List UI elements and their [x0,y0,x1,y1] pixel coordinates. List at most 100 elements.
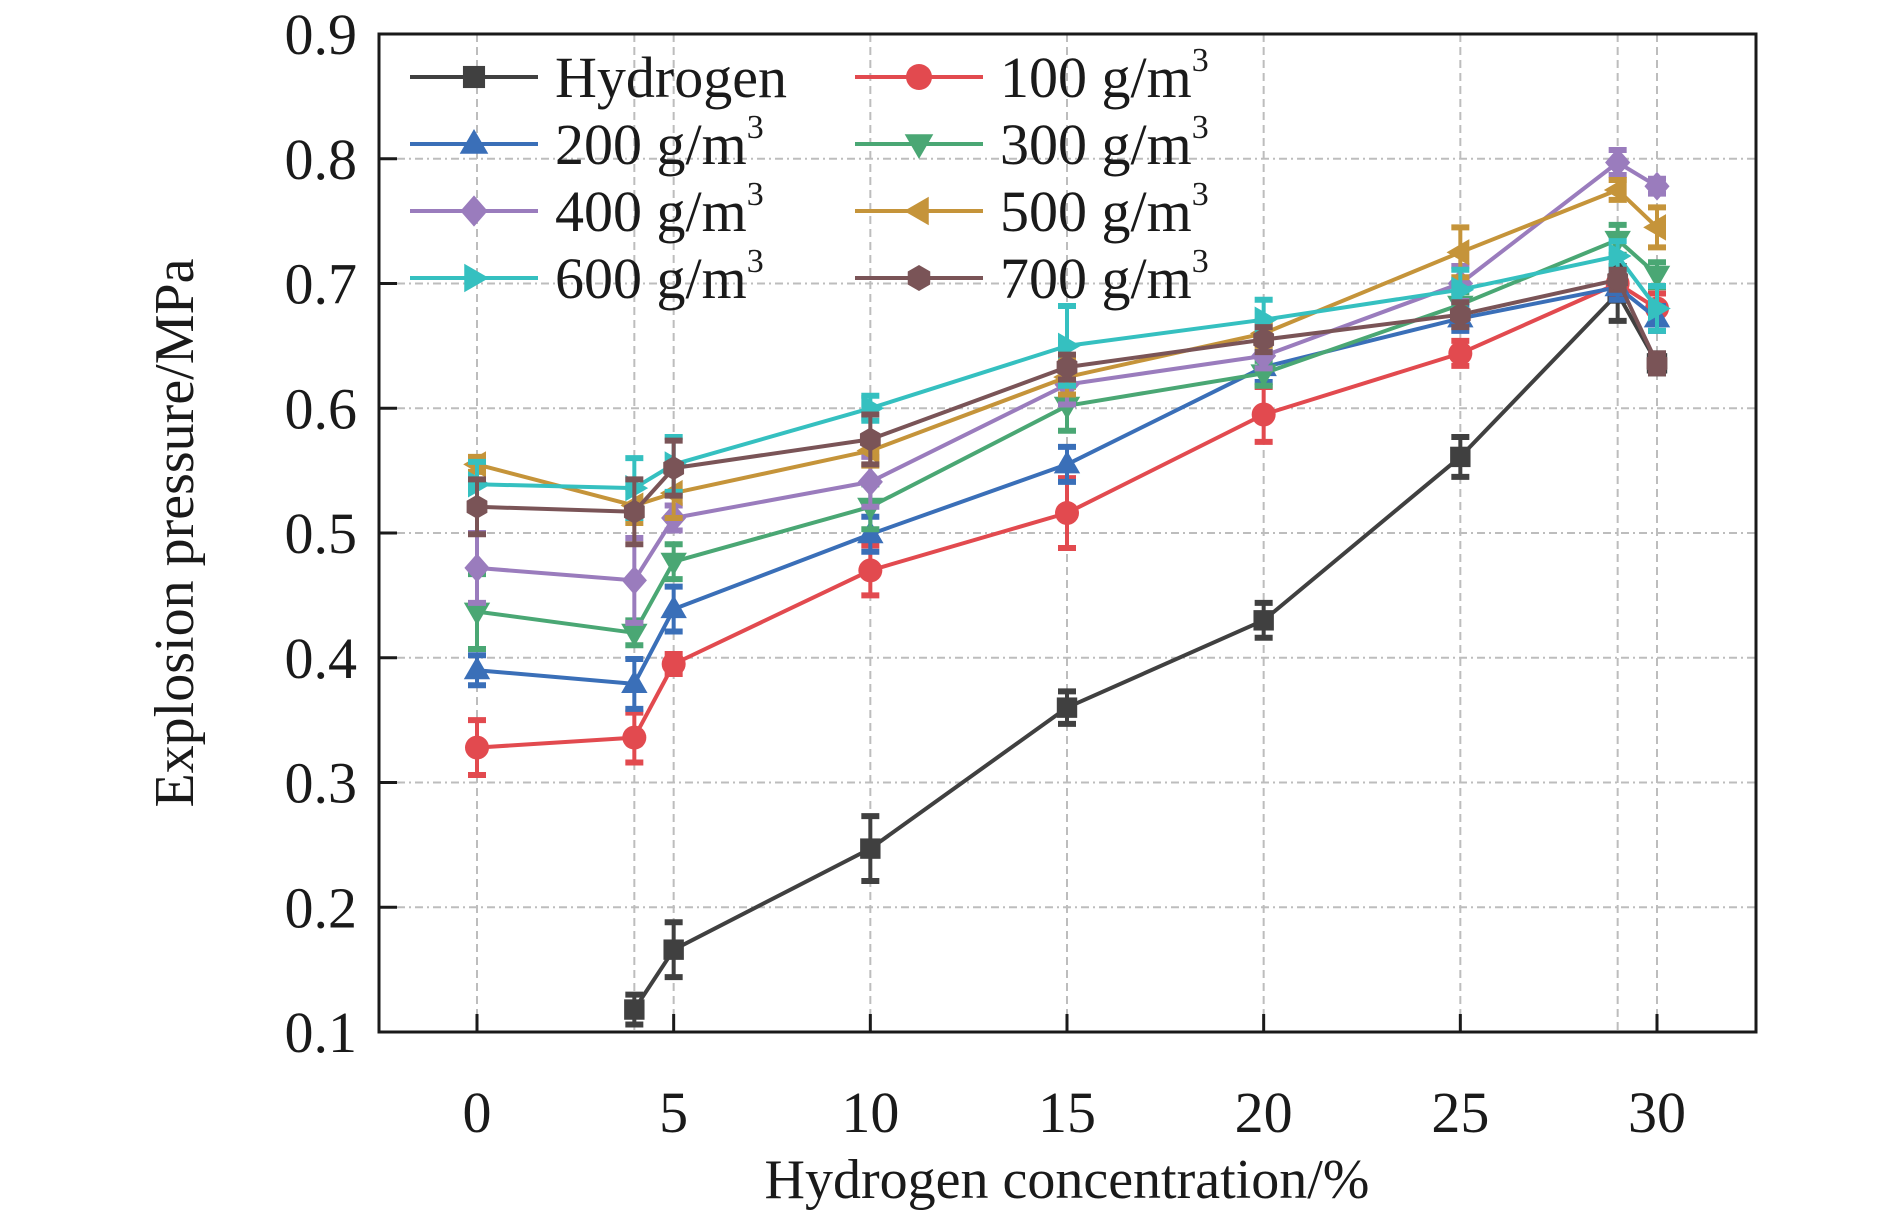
legend-item: 200 g/m3 [410,109,764,177]
data-point [857,467,883,497]
data-point [858,558,883,583]
data-point [621,566,647,595]
data-point [861,395,885,422]
data-point [1446,239,1470,266]
data-point [1608,242,1632,270]
legend-marker-icon [460,195,488,227]
legend-item: 700 g/m3 [855,243,1209,311]
data-point [860,838,881,859]
legend-label: 100 g/m3 [1000,42,1209,110]
y-tick-label: 0.1 [285,1000,358,1065]
legend-label-sup: 3 [1192,176,1209,213]
legend-item: 400 g/m3 [410,176,764,244]
legend: Hydrogen 100 g/m3 200 g/m3 300 g/m3 400 g/m3… [410,42,1209,311]
legend-marker-icon [904,134,934,159]
axes-layer [377,32,1758,1034]
y-tick-label: 0.7 [285,252,358,317]
data-point [661,651,686,676]
data-point [623,499,645,524]
data-point [464,553,490,583]
data-point [663,939,684,960]
y-tick-label: 0.4 [285,626,358,691]
data-point [1253,327,1275,352]
y-tick-label: 0.3 [285,751,358,816]
data-point [1605,148,1631,177]
data-point [1449,302,1471,327]
data-point [663,456,685,481]
legend-marker-icon [464,263,489,293]
legend-label: 400 g/m3 [555,176,764,244]
data-point [624,999,645,1020]
data-point [1643,214,1666,241]
data-point [465,735,489,760]
data-point [1251,402,1276,427]
data-point [660,552,687,576]
legend-label-sup: 3 [1192,42,1209,79]
legend-label: 300 g/m3 [1000,109,1209,177]
legend-label-sup: 3 [747,243,764,280]
data-point [1056,355,1078,380]
legend-label-sup: 3 [1192,243,1209,280]
legend-item: 500 g/m3 [855,176,1209,244]
x-tick-label: 10 [841,1080,899,1145]
x-tick-label: 20 [1235,1080,1293,1145]
x-axis-title: Hydrogen concentration/% [765,1149,1370,1211]
series-700-g-m3 [466,266,1668,548]
legend-item: 600 g/m3 [410,243,764,311]
data-point [1643,265,1671,289]
series-layer [463,147,1671,1028]
legend-marker-icon [906,64,932,90]
data-point [468,471,491,498]
legend-marker-icon [907,265,931,291]
legend-label: 500 g/m3 [1000,176,1209,244]
data-point [1053,450,1081,474]
data-point [1253,610,1274,631]
data-point [859,427,881,452]
data-point [1644,171,1670,201]
y-tick-label: 0.2 [285,875,358,940]
data-point [1646,351,1668,376]
legend-item: 100 g/m3 [855,42,1209,110]
legend-item: Hydrogen [410,45,787,110]
data-point [1648,295,1671,322]
legend-label: Hydrogen [555,45,787,110]
data-point [1448,341,1473,366]
y-axis-title: Explosion pressure/MPa [144,258,206,807]
legend-marker-icon [459,129,489,154]
legend-label: 200 g/m3 [555,109,764,177]
data-point [463,602,491,626]
legend-label: 600 g/m3 [555,243,764,311]
x-tick-label: 15 [1038,1080,1096,1145]
x-tick-label: 30 [1628,1080,1686,1145]
legend-item: 300 g/m3 [855,109,1209,177]
data-point [1451,276,1475,303]
data-point [621,623,648,647]
x-tick-label: 5 [659,1080,688,1145]
legend-label-sup: 3 [1192,109,1209,146]
data-point [622,725,647,750]
y-tick-label: 0.5 [285,501,358,566]
tick-labels: 0.1 0.2 0.3 0.4 0.5 0.6 0.7 0.8 0.9 0 5 10 15 20 25 30 [285,2,1687,1145]
data-point [660,595,687,619]
legend-label: 700 g/m3 [1000,243,1209,311]
data-point [463,656,491,680]
y-tick-label: 0.6 [285,376,358,441]
y-tick-label: 0.8 [285,127,358,192]
series-line [632,291,1659,1011]
data-point [1055,501,1079,526]
legend-marker-icon [462,65,486,89]
legend-marker-icon [904,196,929,226]
x-tick-label: 25 [1431,1080,1489,1145]
data-point [466,494,488,519]
x-tick-label: 0 [463,1080,492,1145]
legend-label-sup: 3 [747,109,764,146]
y-tick-label: 0.9 [285,2,358,67]
data-point [1603,176,1627,204]
data-point [1450,446,1471,468]
data-point [1607,267,1629,292]
legend-label-sup: 3 [747,176,764,213]
data-point [1056,697,1078,718]
series-100-g-m3 [465,270,1669,779]
series-hydrogen [624,263,1668,1028]
